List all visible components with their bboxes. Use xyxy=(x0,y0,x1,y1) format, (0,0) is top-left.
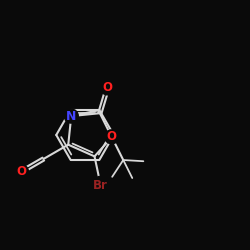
Circle shape xyxy=(105,130,119,144)
Circle shape xyxy=(100,81,114,95)
Text: N: N xyxy=(66,110,76,122)
Text: O: O xyxy=(107,130,117,143)
Circle shape xyxy=(14,165,28,179)
Text: Br: Br xyxy=(93,180,108,192)
Circle shape xyxy=(91,176,110,196)
Text: O: O xyxy=(16,165,26,178)
Text: O: O xyxy=(102,82,113,94)
Circle shape xyxy=(64,109,78,123)
